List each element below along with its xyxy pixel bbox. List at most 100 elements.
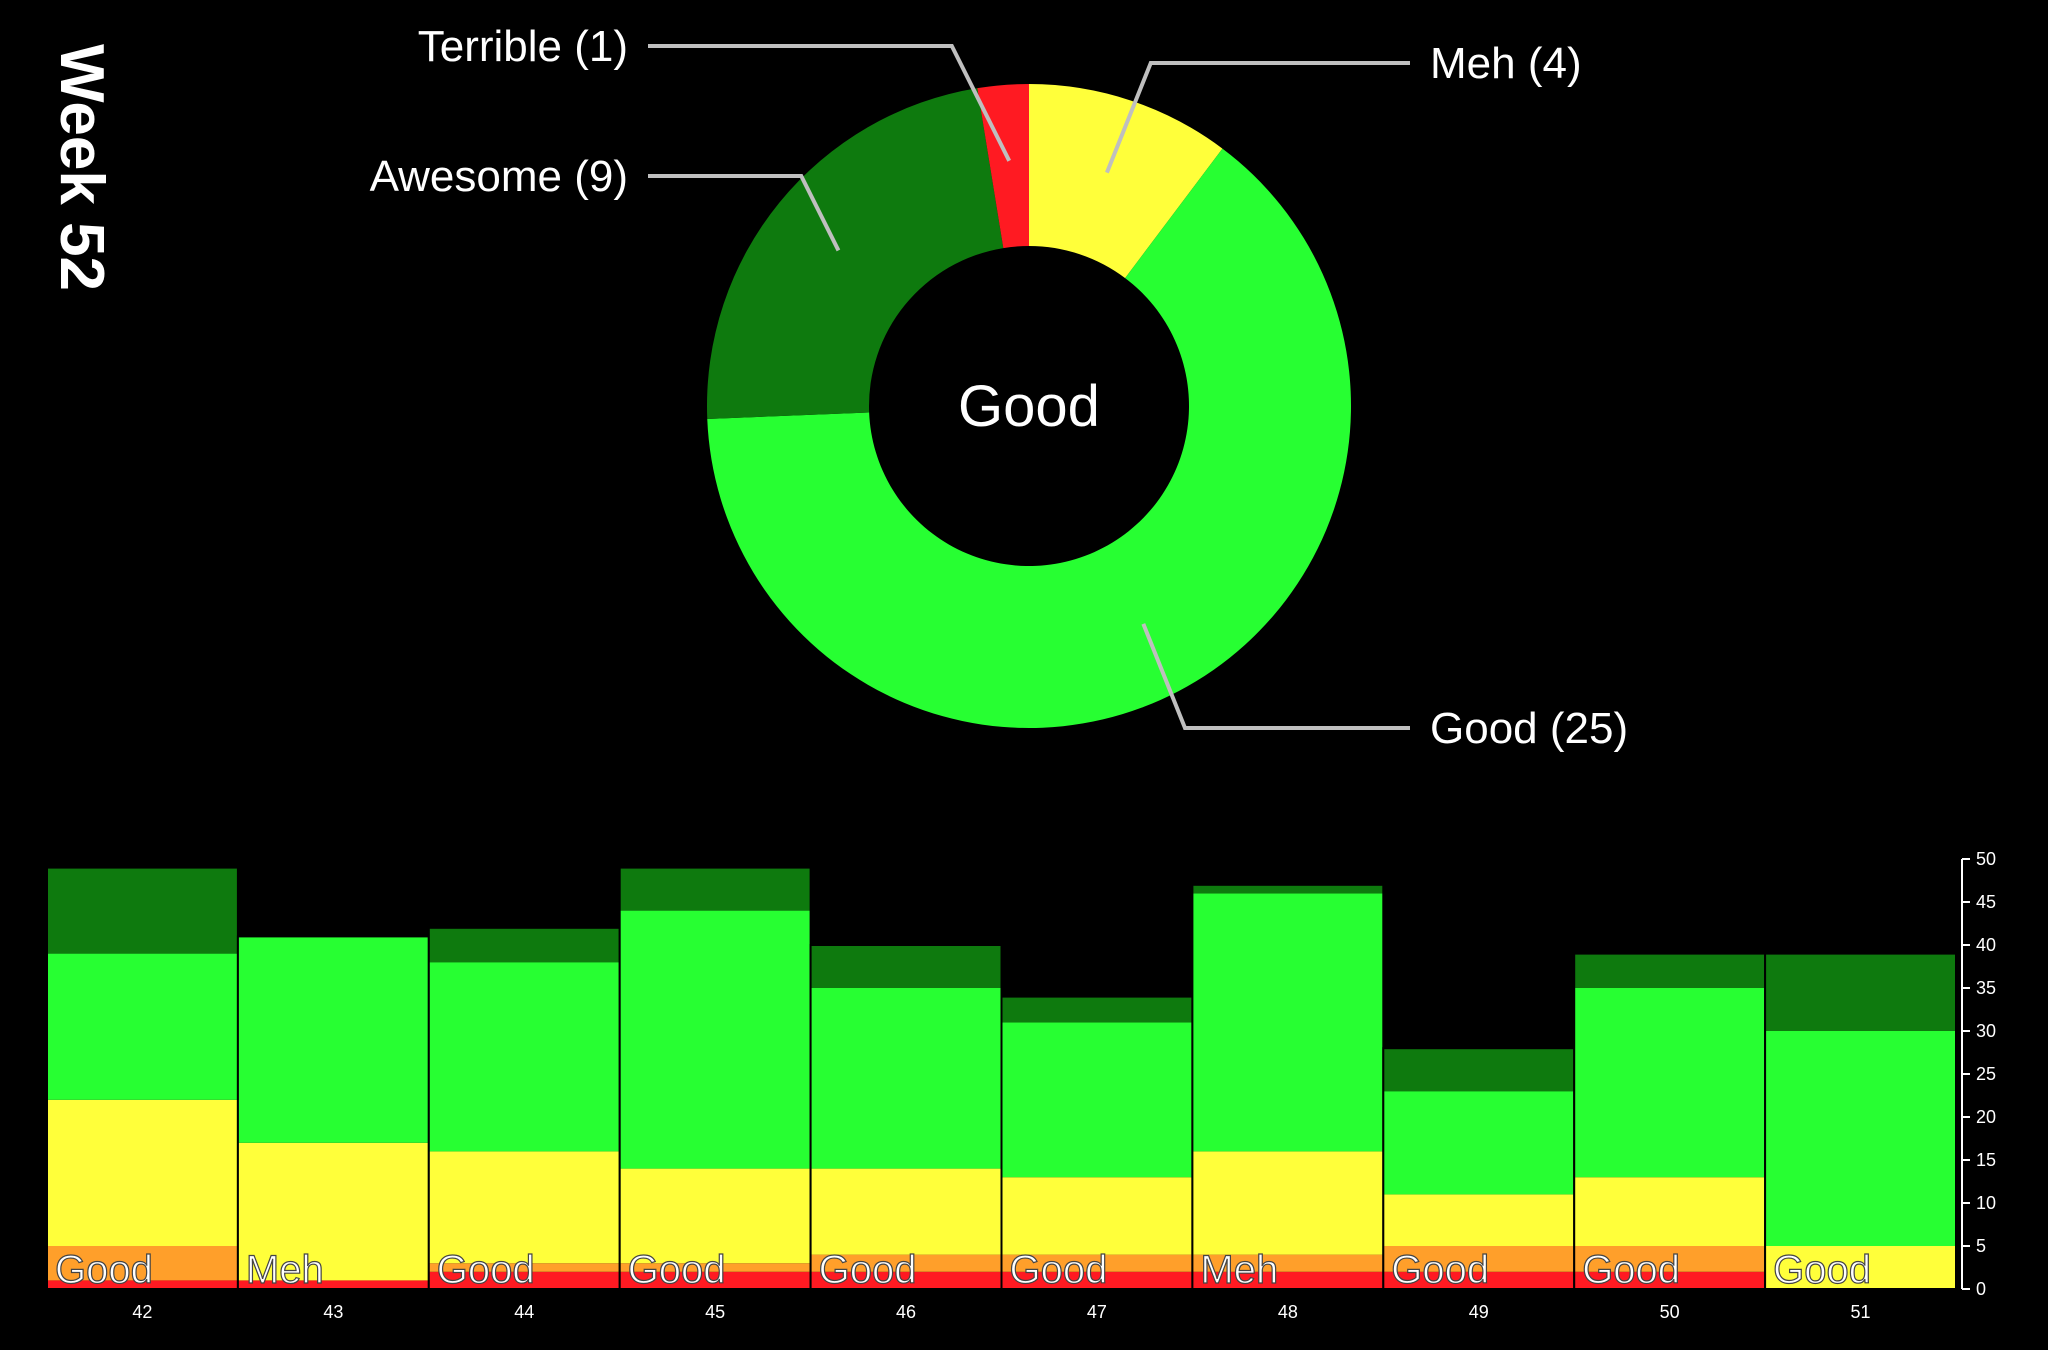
donut-label-meh: Meh (4) (1430, 39, 1582, 88)
bar-mood-label: Good (819, 1248, 917, 1292)
bar-mood-label: Good (1391, 1248, 1489, 1292)
bar-segment-awesome (1765, 953, 1956, 1031)
week-title: Week 52 (47, 44, 116, 292)
x-tick-label: 47 (1087, 1302, 1107, 1322)
donut-slice-meh (1029, 84, 1223, 279)
bar-segment-terrible (428, 1271, 620, 1289)
bar-segment-good (810, 988, 1002, 1169)
bar-segment-bad (810, 1254, 1002, 1272)
bar-week-43: Meh (236, 935, 430, 1293)
bar-segment-good (428, 962, 620, 1152)
bar-segment-good (1383, 1091, 1575, 1195)
bar-week-42: Good (46, 866, 239, 1293)
bar-segment-meh (1192, 1151, 1384, 1255)
x-tick-label: 49 (1469, 1302, 1489, 1322)
donut-label-terrible: Terrible (1) (418, 22, 628, 71)
donut-labels: Meh (4) Good (25) Awesome (9) Terrible (1) (370, 22, 1629, 753)
bar-week-49: Good (1382, 1047, 1576, 1293)
leader-line-terrible (648, 44, 1011, 162)
leader-line-good (1141, 623, 1410, 730)
donut-label-good: Good (25) (1430, 704, 1628, 753)
bar-segment-awesome (1574, 953, 1766, 988)
bar-segment-awesome (1192, 884, 1384, 894)
bar-segment-awesome (810, 945, 1002, 988)
bar-week-45: Good (618, 866, 812, 1293)
x-tick-label: 45 (705, 1302, 725, 1322)
bar-mood-label: Good (1582, 1248, 1680, 1292)
donut-center-label: Good (958, 374, 1100, 439)
bar-segment-good (47, 953, 238, 1100)
bar-mood-label: Good (437, 1248, 535, 1292)
bar-mood-label: Good (1010, 1248, 1108, 1292)
bar-segment-meh (1383, 1194, 1575, 1246)
stacked-bar-chart: Good Meh Good Good Good Good Meh Good Good Good (46, 866, 1957, 1293)
bar-segment-awesome (47, 867, 238, 954)
leader-line-meh (1105, 61, 1410, 174)
bar-segment-bad (1192, 1254, 1384, 1272)
bar-segment-meh (810, 1168, 1002, 1255)
x-tick-label: 48 (1278, 1302, 1298, 1322)
bar-segment-good (1574, 988, 1766, 1178)
y-tick-label: 45 (1976, 892, 1996, 912)
bar-segment-terrible (810, 1271, 1002, 1289)
bar-segment-meh (47, 1099, 238, 1246)
bar-segment-meh (1765, 1246, 1956, 1289)
x-tick-label: 42 (132, 1302, 152, 1322)
donut-label-awesome: Awesome (9) (370, 152, 628, 201)
x-tick-label: 50 (1660, 1302, 1680, 1322)
bar-week-47: Good (1000, 995, 1194, 1293)
bar-week-50: Good (1573, 952, 1767, 1293)
x-tick-label: 43 (323, 1302, 343, 1322)
bar-mood-label: Meh (246, 1248, 324, 1292)
bar-week-51: Good (1764, 952, 1957, 1293)
bar-segment-bad (1383, 1246, 1575, 1272)
bar-mood-label: Meh (1200, 1248, 1278, 1292)
y-tick-label: 5 (1976, 1236, 1986, 1256)
bar-segment-awesome (1001, 996, 1193, 1023)
bar-week-44: Good (427, 926, 621, 1293)
bar-segment-terrible (1383, 1271, 1575, 1289)
bar-segment-terrible (1001, 1271, 1193, 1289)
bar-segment-terrible (47, 1280, 238, 1289)
bar-segment-good (237, 936, 429, 1143)
y-tick-label: 50 (1976, 849, 1996, 869)
bar-segment-meh (428, 1151, 620, 1264)
bar-segment-meh (1001, 1177, 1193, 1255)
y-tick-label: 25 (1976, 1064, 1996, 1084)
bar-week-48: Meh (1191, 883, 1385, 1293)
bar-mood-label: Good (1773, 1248, 1871, 1292)
bar-segment-terrible (1192, 1271, 1384, 1289)
bar-segment-good (1001, 1022, 1193, 1178)
x-tick-label: 46 (896, 1302, 916, 1322)
donut-slice-awesome (707, 88, 1004, 419)
x-tick-label: 44 (514, 1302, 534, 1322)
bar-segment-meh (619, 1168, 811, 1264)
y-tick-label: 0 (1976, 1279, 1986, 1299)
bar-segment-bad (1574, 1246, 1766, 1272)
mood-donut-chart (707, 84, 1351, 729)
bar-segment-terrible (1574, 1271, 1766, 1289)
bar-segment-meh (1574, 1177, 1766, 1246)
y-tick-label: 30 (1976, 1021, 1996, 1041)
bar-segment-bad (1001, 1254, 1193, 1272)
bar-segment-awesome (428, 927, 620, 963)
bar-segment-good (1192, 893, 1384, 1152)
bar-segment-terrible (237, 1280, 429, 1289)
bar-segment-terrible (619, 1271, 811, 1289)
bar-segment-bad (47, 1246, 238, 1281)
leader-line-awesome (648, 174, 841, 252)
bar-segment-awesome (1383, 1048, 1575, 1092)
bar-segment-awesome (619, 867, 811, 911)
bar-mood-label: Good (628, 1248, 726, 1292)
bar-segment-good (1765, 1031, 1956, 1246)
donut-slice-good (707, 148, 1351, 729)
x-tick-label: 51 (1851, 1302, 1871, 1322)
bar-mood-label: Good (55, 1248, 153, 1292)
bar-segment-meh (237, 1142, 429, 1281)
bar-segment-bad (619, 1263, 811, 1272)
bar-segment-good (619, 910, 811, 1169)
y-tick-label: 15 (1976, 1150, 1996, 1170)
y-tick-label: 20 (1976, 1107, 1996, 1127)
